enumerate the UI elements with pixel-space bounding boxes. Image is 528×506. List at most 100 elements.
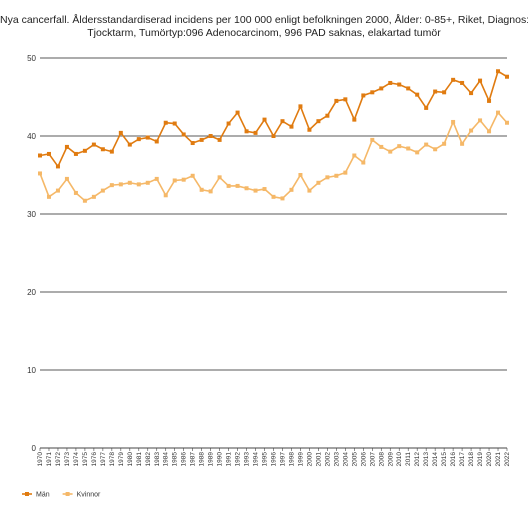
x-tick-label: 1987 (190, 452, 197, 467)
x-tick-label: 2003 (333, 452, 340, 467)
data-point (478, 78, 483, 83)
x-tick-label: 1976 (91, 452, 98, 467)
data-point (91, 194, 96, 199)
x-tick-label: 2001 (315, 452, 322, 467)
data-point (469, 128, 474, 133)
series-Kvinnor (38, 110, 509, 203)
data-point (334, 173, 339, 178)
data-point (505, 120, 509, 125)
data-point (46, 194, 51, 199)
data-point (226, 121, 231, 126)
data-point (136, 182, 141, 187)
x-tick-label: 1984 (163, 452, 170, 467)
data-point (415, 92, 420, 97)
data-point (118, 130, 123, 135)
x-tick-label: 2022 (504, 452, 511, 467)
x-tick-label: 1989 (208, 452, 215, 467)
data-point (316, 119, 321, 124)
x-tick-label: 2017 (459, 452, 466, 467)
x-tick-label: 2018 (468, 452, 475, 467)
gridlines (40, 57, 507, 449)
data-point (397, 82, 402, 87)
data-point (451, 119, 456, 124)
data-point (361, 160, 366, 165)
data-point (163, 193, 168, 198)
x-axis: 1970 1971 1972 1973 1974 1975 1976 1977 1978 1979… (37, 448, 511, 466)
data-point (343, 97, 348, 102)
x-tick-label: 1990 (217, 452, 224, 467)
x-tick-label: 1986 (181, 452, 188, 467)
data-point (244, 129, 249, 134)
data-point (298, 173, 303, 177)
x-tick-label: 2013 (423, 452, 430, 467)
legend-label: Män (36, 492, 50, 499)
data-point (217, 175, 222, 180)
data-point (262, 187, 267, 192)
data-point (424, 142, 429, 147)
data-point (91, 142, 96, 147)
x-tick-label: 2019 (477, 452, 484, 467)
x-tick-label: 1985 (172, 452, 179, 467)
data-point (82, 198, 87, 203)
data-point (442, 141, 447, 146)
data-point (136, 137, 141, 142)
x-tick-label: 1982 (145, 452, 152, 467)
data-point (181, 177, 186, 182)
x-tick-label: 1996 (271, 452, 278, 467)
legend-item: Män (22, 492, 50, 499)
legend-marker (25, 492, 29, 496)
x-tick-label: 2011 (405, 452, 412, 466)
legend-marker (65, 492, 70, 496)
data-point (64, 176, 69, 181)
data-point (298, 104, 303, 109)
data-point (370, 90, 375, 95)
data-point (181, 132, 186, 137)
data-point (496, 69, 501, 74)
data-point (280, 196, 285, 201)
x-tick-label: 2005 (351, 452, 358, 467)
y-tick-label: 30 (27, 210, 36, 219)
x-tick-label: 2007 (369, 452, 376, 467)
data-point (424, 105, 429, 110)
data-point (172, 121, 177, 126)
data-point (190, 141, 195, 146)
x-tick-label: 1997 (279, 452, 286, 467)
data-point (82, 148, 87, 153)
x-tick-label: 2008 (378, 452, 385, 467)
x-tick-label: 1974 (73, 452, 80, 467)
x-tick-label: 1970 (37, 452, 44, 467)
data-point (208, 189, 213, 194)
x-tick-label: 1995 (262, 452, 269, 467)
x-tick-label: 2021 (495, 452, 502, 467)
data-point (172, 178, 177, 183)
data-point (127, 180, 132, 185)
y-axis-ticks: 0 10 20 30 40 50 (27, 54, 36, 453)
data-point (316, 180, 321, 185)
data-point (352, 117, 357, 122)
series-lines (38, 69, 509, 203)
y-tick-label: 10 (27, 366, 36, 375)
legend-item: Kvinnor (62, 492, 101, 499)
data-point (118, 182, 123, 187)
x-tick-label: 1993 (244, 452, 251, 467)
data-point (109, 149, 114, 154)
data-point (289, 124, 294, 129)
data-point (262, 117, 267, 122)
x-tick-label: 1972 (55, 452, 62, 467)
x-tick-label: 2000 (306, 452, 313, 467)
data-point (379, 86, 384, 91)
x-tick-label: 2015 (441, 452, 448, 467)
x-tick-label: 2014 (432, 452, 439, 467)
x-tick-label: 2004 (342, 452, 349, 467)
x-tick-label: 1980 (127, 452, 134, 467)
x-tick-label: 1991 (226, 452, 233, 467)
data-point (109, 183, 114, 188)
y-tick-label: 50 (27, 54, 36, 63)
data-point (433, 89, 438, 94)
data-point (388, 80, 393, 85)
series-Män (38, 69, 509, 169)
data-point (460, 141, 465, 146)
x-tick-label: 1978 (109, 452, 116, 467)
data-point (253, 188, 258, 193)
